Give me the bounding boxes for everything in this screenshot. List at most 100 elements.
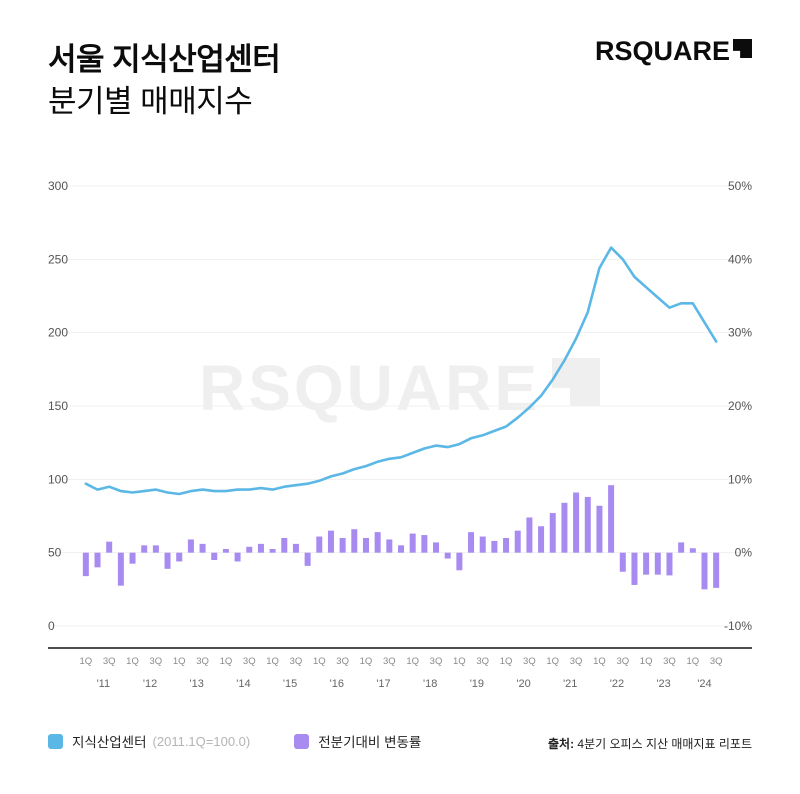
quarter-tick-label: 1Q bbox=[640, 656, 653, 667]
change-rate-bar bbox=[327, 530, 334, 553]
change-rate-bar bbox=[608, 485, 615, 553]
change-rate-bar bbox=[129, 552, 136, 564]
year-tick-label: '17 bbox=[376, 678, 390, 690]
quarter-tick-label: 1Q bbox=[266, 656, 279, 667]
legend-item-change-rate: 전분기대비 변동률 bbox=[294, 731, 421, 751]
change-rate-bar bbox=[678, 542, 685, 553]
change-rate-bar bbox=[269, 549, 276, 553]
change-rate-bar bbox=[491, 540, 498, 553]
change-rate-bar bbox=[421, 535, 428, 553]
change-rate-bar bbox=[584, 496, 591, 553]
quarter-tick-label: 1Q bbox=[546, 656, 559, 667]
year-tick-label: '24 bbox=[697, 678, 711, 690]
quarter-tick-label: 1Q bbox=[126, 656, 139, 667]
watermark-text: RSQUARE bbox=[199, 352, 540, 424]
year-tick-label: '12 bbox=[143, 678, 157, 690]
left-axis-label: 150 bbox=[48, 399, 68, 413]
left-axis-label: 250 bbox=[48, 252, 68, 266]
left-axis-label: 100 bbox=[48, 472, 68, 486]
change-rate-bar bbox=[514, 530, 521, 553]
quarter-tick-label: 1Q bbox=[173, 656, 186, 667]
quarter-tick-label: 3Q bbox=[476, 656, 489, 667]
change-rate-bar bbox=[643, 552, 650, 575]
change-rate-bar bbox=[503, 538, 510, 553]
change-rate-bar bbox=[94, 552, 101, 568]
quarter-tick-label: 1Q bbox=[500, 656, 513, 667]
change-rate-bar bbox=[351, 529, 358, 553]
change-rate-bar bbox=[82, 552, 89, 577]
change-rate-bar bbox=[176, 552, 183, 562]
right-axis-label: 10% bbox=[728, 472, 752, 486]
source-text: 4분기 오피스 지산 매매지표 리포트 bbox=[574, 737, 752, 751]
change-rate-bar bbox=[596, 505, 603, 553]
change-rate-bar bbox=[538, 526, 545, 553]
legend-swatch-bar bbox=[294, 733, 310, 749]
change-rate-bar bbox=[292, 543, 299, 553]
year-tick-label: '23 bbox=[656, 678, 670, 690]
quarter-tick-label: 1Q bbox=[406, 656, 419, 667]
right-axis-label: -10% bbox=[724, 619, 752, 633]
change-rate-bar bbox=[187, 539, 194, 553]
change-rate-bar bbox=[689, 548, 696, 553]
right-axis-label: 50% bbox=[728, 179, 752, 193]
change-rate-bar bbox=[211, 552, 218, 560]
quarter-tick-label: 1Q bbox=[360, 656, 373, 667]
source-note: 출처: 4분기 오피스 지산 매매지표 리포트 bbox=[548, 735, 752, 752]
quarter-tick-label: 1Q bbox=[313, 656, 326, 667]
left-axis-label: 0 bbox=[48, 619, 55, 633]
quarter-tick-label: 1Q bbox=[79, 656, 92, 667]
quarter-tick-label: 3Q bbox=[150, 656, 163, 667]
change-rate-bar bbox=[433, 542, 440, 553]
change-rate-bar bbox=[281, 538, 288, 553]
change-rate-bar bbox=[561, 502, 568, 553]
year-tick-label: '16 bbox=[330, 678, 344, 690]
quarter-tick-label: 3Q bbox=[616, 656, 629, 667]
quarter-tick-label: 3Q bbox=[523, 656, 536, 667]
change-rate-bar bbox=[257, 543, 264, 553]
right-axis-label: 20% bbox=[728, 399, 752, 413]
change-rate-bar bbox=[234, 552, 241, 562]
rsquare-logo-icon bbox=[733, 39, 752, 58]
right-axis-label: 30% bbox=[728, 326, 752, 340]
change-rate-bar bbox=[374, 532, 381, 553]
change-rate-bar bbox=[468, 532, 475, 553]
year-tick-label: '14 bbox=[236, 678, 250, 690]
quarter-tick-label: 3Q bbox=[103, 656, 116, 667]
legend-swatch-line bbox=[48, 733, 63, 749]
quarter-tick-label: 3Q bbox=[336, 656, 349, 667]
quarter-tick-label: 3Q bbox=[383, 656, 396, 667]
change-rate-bar bbox=[362, 538, 369, 553]
change-rate-bar bbox=[666, 552, 673, 576]
chart-legend: 지식산업센터 (2011.1Q=100.0) 전분기대비 변동률 bbox=[48, 731, 465, 751]
legend-label-index: 지식산업센터 bbox=[72, 735, 147, 750]
change-rate-bar bbox=[304, 552, 311, 566]
change-rate-bar bbox=[701, 552, 708, 590]
change-rate-bar bbox=[339, 538, 346, 553]
quarter-tick-label: 3Q bbox=[196, 656, 209, 667]
quarter-tick-label: 3Q bbox=[663, 656, 676, 667]
quarter-tick-label: 3Q bbox=[570, 656, 583, 667]
change-rate-bar bbox=[141, 545, 148, 553]
change-rate-bar bbox=[398, 545, 404, 553]
change-rate-bar bbox=[246, 546, 253, 553]
change-rate-bar bbox=[117, 552, 124, 586]
index-line-series bbox=[84, 246, 718, 496]
quarter-tick-label: 3Q bbox=[430, 656, 443, 667]
left-axis-label: 300 bbox=[48, 179, 68, 193]
change-rate-bar bbox=[479, 536, 486, 553]
change-rate-bar bbox=[152, 545, 159, 553]
right-axis-label: 40% bbox=[728, 252, 752, 266]
quarter-tick-label: 1Q bbox=[220, 656, 233, 667]
left-axis-label: 200 bbox=[48, 326, 68, 340]
change-rate-bar bbox=[549, 513, 556, 553]
year-tick-label: '11 bbox=[97, 678, 111, 690]
year-tick-label: '21 bbox=[563, 678, 577, 690]
watermark-icon bbox=[552, 358, 600, 406]
change-rate-bar bbox=[444, 552, 451, 559]
legend-note-base: (2011.1Q=100.0) bbox=[152, 733, 251, 749]
year-tick-label: '13 bbox=[190, 678, 204, 690]
page-title-line1: 서울 지식산업센터 bbox=[48, 42, 281, 77]
right-axis-label: 0% bbox=[735, 546, 753, 560]
